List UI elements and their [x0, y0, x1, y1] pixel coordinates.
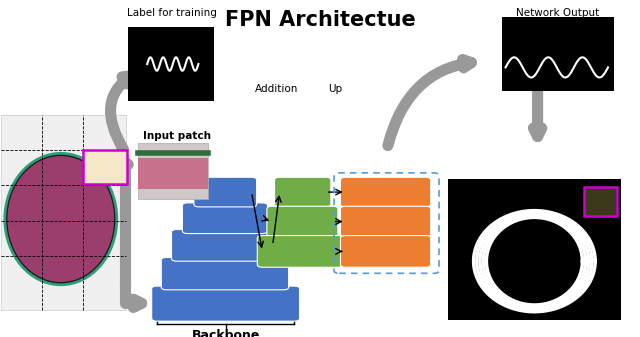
Text: Addition: Addition — [255, 84, 298, 94]
FancyBboxPatch shape — [161, 257, 289, 290]
FancyBboxPatch shape — [1, 115, 126, 310]
FancyBboxPatch shape — [275, 177, 331, 207]
FancyBboxPatch shape — [340, 236, 431, 267]
FancyBboxPatch shape — [502, 17, 614, 91]
FancyBboxPatch shape — [257, 236, 343, 267]
Ellipse shape — [6, 155, 115, 283]
Text: Up: Up — [328, 84, 343, 94]
FancyBboxPatch shape — [448, 179, 621, 320]
FancyBboxPatch shape — [194, 177, 257, 207]
Bar — [83, 150, 127, 184]
Text: FPN Architectue: FPN Architectue — [225, 10, 415, 30]
FancyBboxPatch shape — [182, 203, 268, 234]
Text: Network Output: Network Output — [516, 8, 600, 19]
FancyBboxPatch shape — [138, 158, 208, 189]
FancyBboxPatch shape — [267, 206, 338, 237]
FancyBboxPatch shape — [340, 177, 431, 207]
Text: Input patch: Input patch — [143, 131, 211, 142]
FancyBboxPatch shape — [340, 206, 431, 237]
FancyBboxPatch shape — [128, 27, 214, 101]
FancyBboxPatch shape — [172, 229, 278, 261]
Text: Backbone: Backbone — [191, 329, 260, 337]
Bar — [584, 187, 617, 216]
Text: Label for training: Label for training — [127, 8, 216, 19]
FancyBboxPatch shape — [152, 286, 300, 321]
FancyBboxPatch shape — [138, 143, 208, 199]
